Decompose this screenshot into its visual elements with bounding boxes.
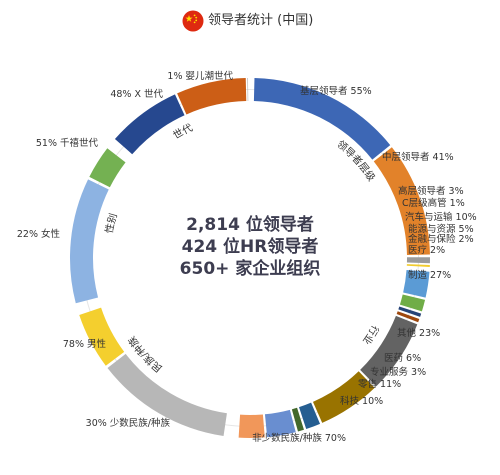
segment-label: 中层领导者 41% bbox=[382, 151, 454, 163]
segment-label: 22% 女性 bbox=[17, 228, 61, 240]
donut-segment bbox=[177, 78, 247, 115]
donut-segment bbox=[396, 311, 420, 323]
donut-segment bbox=[373, 147, 430, 255]
donut-segment bbox=[299, 402, 321, 430]
segment-label: 高层领导者 3% bbox=[398, 185, 464, 197]
donut-segment bbox=[107, 353, 227, 437]
segment-label: 金融与保险 2% bbox=[408, 233, 474, 245]
donut-segment bbox=[79, 307, 125, 366]
donut-segment bbox=[406, 257, 431, 264]
group-title: 性别 bbox=[102, 212, 120, 235]
group-title: 世代 bbox=[171, 122, 194, 142]
donut-segment bbox=[291, 407, 304, 432]
group-title: 行业 bbox=[360, 323, 382, 346]
donut-segment bbox=[238, 414, 265, 438]
segment-label: C层级高管 1% bbox=[402, 197, 465, 209]
segment-label: 1% 婴儿潮世代 bbox=[167, 70, 233, 82]
china-flag-icon bbox=[182, 10, 204, 32]
center-summary: 2,814 位领导者 424 位HR领导者 650+ 家企业组织 bbox=[140, 214, 360, 280]
donut-segment bbox=[406, 264, 430, 267]
segment-label: 专业服务 3% bbox=[370, 366, 426, 378]
donut-segment bbox=[360, 315, 418, 387]
donut-segment bbox=[69, 179, 109, 304]
segment-label: 制造 27% bbox=[408, 269, 451, 281]
center-line-organizations: 650+ 家企业组织 bbox=[179, 259, 321, 279]
donut-segment bbox=[399, 294, 426, 312]
donut-segment bbox=[398, 306, 422, 317]
donut-segment bbox=[403, 269, 430, 298]
segment-label: 51% 千禧世代 bbox=[36, 137, 99, 149]
donut-segment bbox=[114, 94, 185, 155]
segment-label: 能源与资源 5% bbox=[408, 223, 474, 235]
donut-segment bbox=[264, 409, 296, 438]
segment-label: 48% X 世代 bbox=[110, 88, 163, 100]
segment-label: 零售 11% bbox=[358, 378, 401, 390]
donut-segment bbox=[89, 148, 126, 188]
segment-label: 其他 23% bbox=[397, 327, 440, 339]
segment-label: 非少数民族/种族 70% bbox=[252, 432, 346, 444]
segment-label: 科技 10% bbox=[340, 395, 383, 407]
segment-label: 30% 少数民族/种族 bbox=[86, 417, 171, 429]
segment-label: 医药 6% bbox=[384, 353, 421, 364]
chart-header: 领导者统计 (中国) bbox=[0, 8, 500, 34]
segment-label: 医疗 2% bbox=[408, 244, 445, 256]
donut-segment bbox=[247, 78, 249, 102]
chart-title: 领导者统计 (中国) bbox=[208, 13, 314, 28]
donut-segment bbox=[253, 78, 391, 160]
segment-label: 78% 男性 bbox=[63, 338, 107, 350]
segment-label: 基层领导者 55% bbox=[300, 85, 372, 97]
center-line-leaders: 2,814 位领导者 bbox=[186, 215, 314, 235]
segment-label: 汽车与运输 10% bbox=[405, 211, 477, 223]
donut-segment bbox=[312, 371, 375, 423]
center-line-hr-leaders: 424 位HR领导者 bbox=[181, 237, 319, 257]
